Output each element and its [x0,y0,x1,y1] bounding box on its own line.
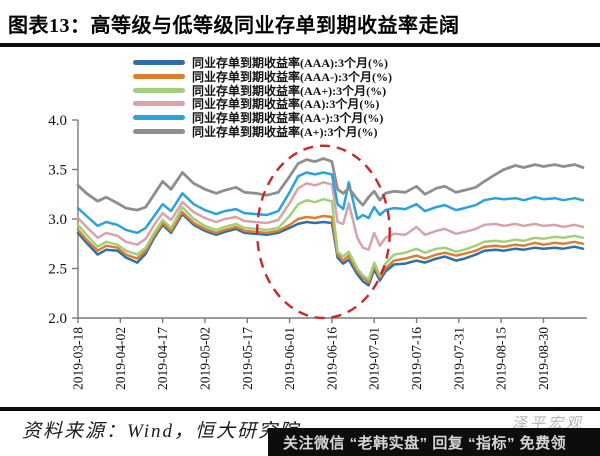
series-line-AA [76,181,585,251]
legend-item-AAA: 同业存单到期收益率(AAA):3个月(%) [133,56,392,70]
x-tick-label: 2019-03-18 [71,327,86,390]
legend-item-AAA-: 同业存单到期收益率(AAA-):3个月(%) [133,70,392,84]
chart-legend: 同业存单到期收益率(AAA):3个月(%) 同业存单到期收益率(AAA-):3个月… [133,56,392,139]
legend-color-line [133,87,185,93]
series-line-A+ [76,157,585,212]
x-tick-label: 2019-08-15 [494,327,509,390]
x-tick-label: 2019-06-16 [324,327,339,390]
legend-label: 同业存单到期收益率(AAA-):3个月(%) [192,70,392,85]
series-line-AA+ [76,197,585,281]
y-tick-label: 3.5 [48,163,67,179]
highlight-ellipse [255,144,391,320]
series-line-AA- [76,171,585,235]
x-tick-label: 2019-07-16 [409,327,424,390]
legend-label: 同业存单到期收益率(AAA):3个月(%) [192,56,388,71]
promo-banner-text: 关注微信 “老韩实盘” 回复 “指标” 免费领 [283,434,567,452]
x-tick-label: 2019-05-17 [240,327,255,390]
legend-item-A+: 同业存单到期收益率(A+):3个月(%) [133,124,392,139]
legend-item-AA: 同业存单到期收益率(AA):3个月(%) [133,97,392,111]
legend-item-AA+: 同业存单到期收益率(AA+):3个月(%) [133,83,392,98]
legend-label: 同业存单到期收益率(AA-):3个月(%) [192,111,384,126]
legend-item-AA-: 同业存单到期收益率(AA-):3个月(%) [133,111,392,125]
legend-color-line [133,115,185,121]
series-line-AAA [76,212,585,287]
promo-banner: 关注微信 “老韩实盘” 回复 “指标” 免费领 [268,428,600,456]
x-tick-label: 2019-06-01 [282,327,297,390]
x-tick-label: 2019-08-30 [536,327,551,390]
x-tick-label: 2019-04-17 [155,327,170,390]
x-tick-label: 2019-07-31 [451,327,466,390]
y-tick-label: 3.0 [48,212,67,228]
x-tick-label: 2019-05-02 [197,327,212,390]
legend-label: 同业存单到期收益率(A+):3个月(%) [192,124,378,139]
legend-color-line [133,128,185,134]
source-note: 资料来源：Wind，恒大研究院 [22,421,301,442]
legend-label: 同业存单到期收益率(AA+):3个月(%) [192,83,387,98]
x-tick-label: 2019-04-02 [113,327,128,390]
y-tick-label: 4.0 [48,113,67,129]
figure-title: 图表13：高等级与低等级同业存单到期收益率走阔 [8,15,460,37]
title-divider [0,43,600,47]
series-line-AAA- [76,210,585,284]
legend-color-line [133,74,185,80]
footer-divider [0,407,600,411]
y-tick-label: 2.5 [48,262,67,278]
x-tick-label: 2019-07-01 [367,327,382,390]
y-tick-label: 2.0 [48,311,67,327]
legend-color-line [133,60,185,66]
legend-label: 同业存单到期收益率(AA):3个月(%) [192,97,380,112]
legend-color-line [133,101,185,107]
